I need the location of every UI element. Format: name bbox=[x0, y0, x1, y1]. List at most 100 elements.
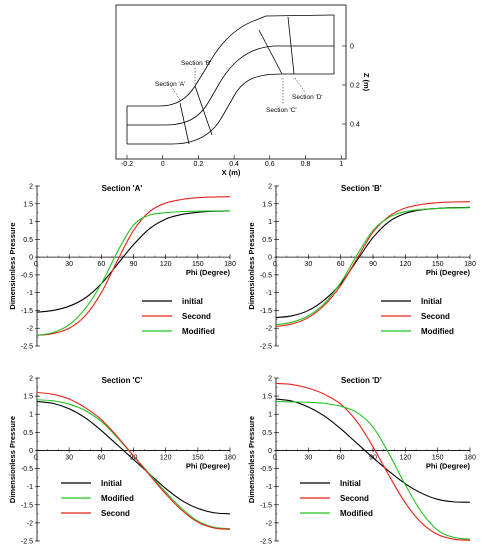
y-axis-label: Dimensionless Pressure bbox=[247, 222, 256, 309]
x-tick-label: 30 bbox=[304, 261, 312, 268]
y-tick-label: -0.5 bbox=[21, 466, 33, 473]
y-tick-label: -1 bbox=[266, 484, 272, 491]
x-tick-label: 90 bbox=[130, 261, 138, 268]
series-line-second bbox=[36, 391, 231, 530]
y-tick-label: -1.5 bbox=[260, 308, 272, 315]
x-tick-label: 180 bbox=[464, 454, 476, 461]
geometry-frame bbox=[115, 4, 347, 160]
x-origin-label: 0 bbox=[34, 261, 38, 268]
series-line-second bbox=[275, 382, 471, 541]
x-tick-label: 150 bbox=[432, 454, 444, 461]
y-tick-label: -2.5 bbox=[260, 539, 272, 546]
chart-title: Section 'A' bbox=[102, 184, 143, 193]
section-c-cut bbox=[258, 29, 283, 75]
section-a-pointer bbox=[170, 85, 181, 101]
x-tick-label: 60 bbox=[97, 261, 105, 268]
geometry-x-tick-label: -0.2 bbox=[121, 161, 133, 168]
section-b-cut bbox=[194, 85, 213, 136]
y-tick-label: 1.5 bbox=[262, 394, 272, 401]
x-tick-label: 120 bbox=[399, 454, 411, 461]
y-tick-label: 1 bbox=[29, 412, 33, 419]
x-axis-label: Phi (Degree) bbox=[186, 268, 231, 277]
y-tick-label: -0.5 bbox=[260, 272, 272, 279]
legend-label: Modified bbox=[101, 494, 134, 503]
x-axis-label: Phi (Degree) bbox=[426, 461, 471, 470]
x-tick-label: 90 bbox=[369, 261, 377, 268]
y-tick-label: 0 bbox=[29, 255, 33, 262]
y-tick-label: 0 bbox=[268, 448, 272, 455]
geometry-y-tick-label: 0.4 bbox=[350, 122, 360, 129]
y-tick-label: -2 bbox=[27, 520, 33, 527]
y-tick-label: -1.5 bbox=[21, 308, 33, 315]
duct-mesh bbox=[126, 14, 335, 145]
x-axis-label: Phi (Degree) bbox=[186, 461, 231, 470]
y-tick-label: -2.5 bbox=[21, 344, 33, 351]
geometry-y-ticks: 0 0.2 0.4 bbox=[342, 44, 360, 129]
y-tick-label: 1 bbox=[268, 412, 272, 419]
geometry-x-ticks: -0.2 0 0.2 0.4 0.6 0.8 1 bbox=[121, 155, 343, 168]
y-tick-label: -2 bbox=[266, 326, 272, 333]
legend-label: initial bbox=[182, 297, 203, 306]
duct-outer-upper-wall bbox=[127, 14, 335, 107]
series-line-second bbox=[36, 196, 231, 336]
section-annotations: Section 'A' Section 'B' Section 'C' Sect… bbox=[155, 60, 323, 114]
y-axis-label: Dimensionless Pressure bbox=[247, 416, 256, 503]
x-tick-label: 180 bbox=[464, 261, 476, 268]
y-tick-label: -1 bbox=[266, 290, 272, 297]
y-tick-label: 0.5 bbox=[262, 430, 272, 437]
y-tick-label: -1 bbox=[27, 484, 33, 491]
pressure-charts: 21.510.50-0.5-1-1.5-2-2.50 30 60 90 120 150 18… bbox=[8, 184, 476, 546]
series-line-modified bbox=[36, 210, 231, 336]
x-tick-label: 120 bbox=[160, 261, 172, 268]
x-tick-label: 180 bbox=[224, 454, 236, 461]
x-tick-label: 150 bbox=[192, 261, 204, 268]
legend-label: Second bbox=[340, 494, 369, 503]
legend-label: Second bbox=[101, 509, 130, 518]
pressure-chart-3: 21.510.50-0.5-1-1.5-2-2.50 30 60 90 120 150 18… bbox=[8, 376, 236, 546]
legend-label: Modified bbox=[182, 327, 215, 336]
y-tick-label: 1.5 bbox=[23, 201, 33, 208]
geometry-x-tick-label: 0.2 bbox=[194, 161, 204, 168]
legend-label: Initial bbox=[340, 479, 361, 488]
legend-label: Initial bbox=[421, 297, 442, 306]
x-tick-label: 150 bbox=[192, 454, 204, 461]
y-axis-label: Dimensionless Pressure bbox=[8, 416, 17, 503]
y-tick-label: -1.5 bbox=[21, 502, 33, 509]
x-tick-label: 30 bbox=[304, 454, 312, 461]
section-d-cut bbox=[287, 16, 295, 75]
x-tick-label: 60 bbox=[97, 454, 105, 461]
y-tick-label: 0 bbox=[268, 255, 272, 262]
series-line-second bbox=[275, 201, 471, 327]
series-line-initial bbox=[275, 398, 471, 503]
chart-title: Section 'C' bbox=[102, 376, 143, 385]
y-tick-label: 1.5 bbox=[23, 394, 33, 401]
x-tick-label: 90 bbox=[130, 454, 138, 461]
x-tick-label: 150 bbox=[432, 261, 444, 268]
geometry-x-tick-label: 0.4 bbox=[229, 161, 239, 168]
series-line-modified bbox=[275, 207, 471, 326]
y-axis-label: Dimensionless Pressure bbox=[8, 222, 17, 309]
legend-label: Second bbox=[421, 312, 450, 321]
legend-label: Initial bbox=[101, 479, 122, 488]
y-tick-label: -2.5 bbox=[21, 539, 33, 546]
series-line-initial bbox=[36, 400, 231, 515]
geometry-plot: Section 'A' Section 'B' Section 'C' Sect… bbox=[115, 4, 371, 177]
x-axis-label: Phi (Degree) bbox=[426, 268, 471, 277]
y-tick-label: -0.5 bbox=[21, 272, 33, 279]
y-tick-label: 0.5 bbox=[23, 430, 33, 437]
y-tick-label: -2 bbox=[266, 520, 272, 527]
legend-label: Modified bbox=[340, 509, 373, 518]
series-line-modified bbox=[275, 400, 471, 540]
x-tick-label: 30 bbox=[65, 454, 73, 461]
x-origin-label: 0 bbox=[273, 261, 277, 268]
section-a-label: Section 'A' bbox=[155, 81, 185, 88]
x-tick-label: 120 bbox=[160, 454, 172, 461]
pressure-chart-4: 21.510.50-0.5-1-1.5-2-2.50 30 60 90 120 150 18… bbox=[247, 376, 476, 546]
series-line-initial bbox=[36, 210, 231, 313]
section-d-label: Section 'D' bbox=[292, 94, 323, 101]
x-tick-label: 120 bbox=[399, 261, 411, 268]
y-tick-label: 1 bbox=[29, 219, 33, 226]
legend-label: Modified bbox=[421, 327, 454, 336]
geometry-y-tick-label: 0 bbox=[350, 44, 354, 51]
